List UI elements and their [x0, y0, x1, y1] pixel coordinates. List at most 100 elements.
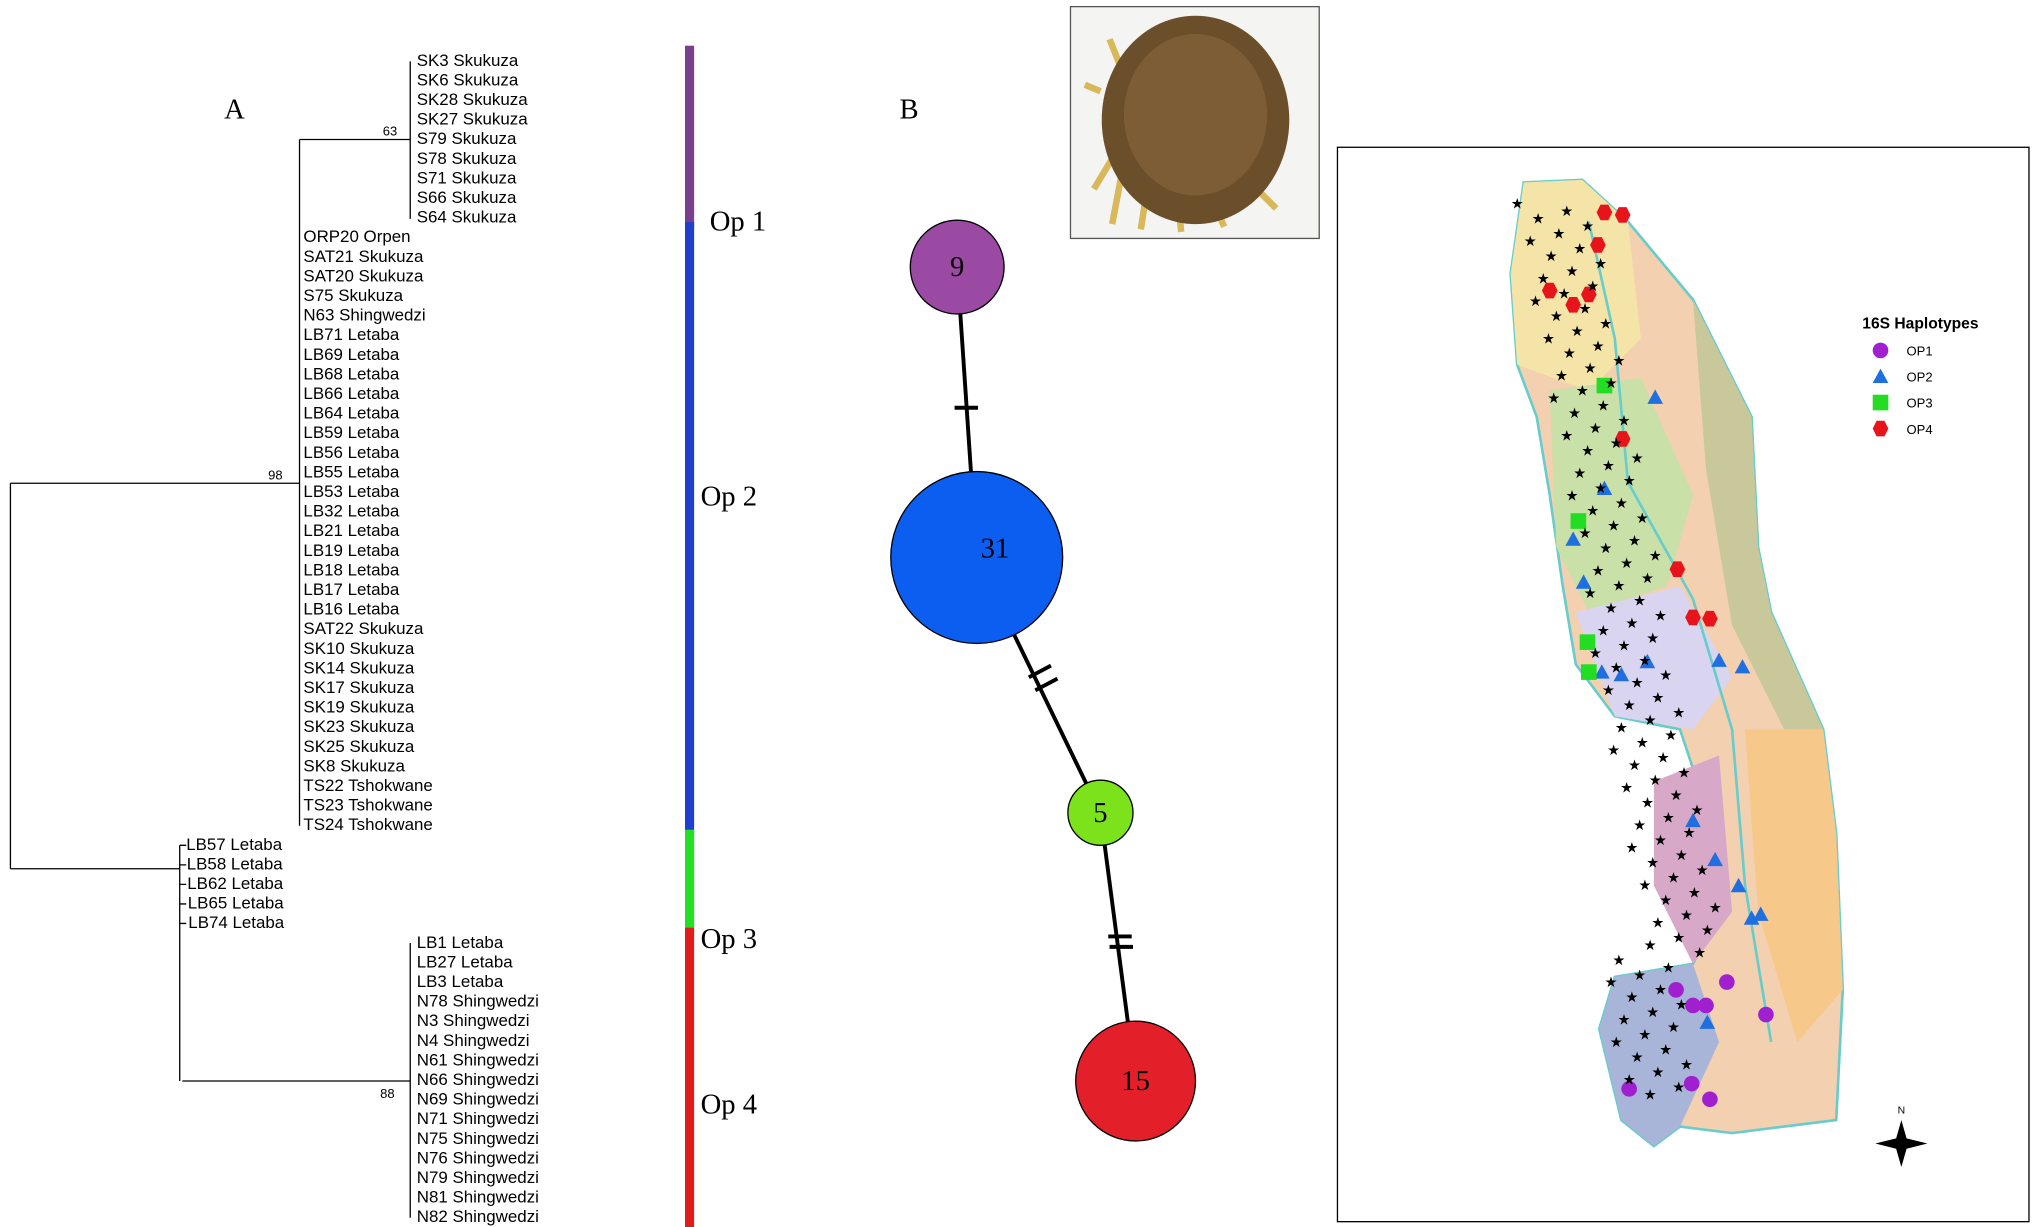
locality-star: ★	[1667, 1020, 1680, 1036]
locality-star: ★	[1646, 631, 1659, 647]
locality-star: ★	[1667, 870, 1680, 886]
locality-star: ★	[1693, 945, 1706, 961]
leaf-label: SK25 Skukuza	[303, 737, 414, 756]
locality-star: ★	[1610, 1035, 1623, 1051]
clade-label: Op 2	[701, 480, 757, 512]
locality-star: ★	[1602, 459, 1615, 475]
leaf-label: SK6 Skukuza	[417, 70, 519, 89]
leaf-label: S75 Skukuza	[303, 286, 403, 305]
locality-star: ★	[1552, 226, 1565, 242]
locality-star: ★	[1659, 668, 1672, 684]
legend-title: 16S Haplotypes	[1862, 315, 1979, 332]
locality-star: ★	[1584, 586, 1597, 602]
leaf-label: N71 Shingwedzi	[417, 1109, 539, 1128]
leaf-label: LB27 Letaba	[417, 952, 513, 971]
leaf-label: N78 Shingwedzi	[417, 992, 539, 1011]
leaf-label: SK3 Skukuza	[417, 51, 519, 70]
locality-star: ★	[1599, 541, 1612, 557]
legend-symbol	[1698, 998, 1714, 1014]
legend-label: OP3	[1907, 396, 1933, 411]
locality-star: ★	[1644, 1088, 1657, 1104]
leaf-label: N76 Shingwedzi	[417, 1148, 539, 1167]
leaf-label: LB69 Letaba	[303, 345, 399, 364]
leaf-label: SK27 Skukuza	[417, 110, 528, 129]
leaf-label: SK19 Skukuza	[303, 698, 414, 717]
locality-star: ★	[1545, 249, 1558, 265]
locality-star: ★	[1555, 369, 1568, 385]
haplotype-count: 15	[1121, 1065, 1150, 1097]
leaf-label: N81 Shingwedzi	[417, 1188, 539, 1207]
panel-label: A	[224, 94, 245, 126]
locality-star: ★	[1573, 241, 1586, 257]
locality-star: ★	[1610, 661, 1623, 677]
locality-star: ★	[1662, 960, 1675, 976]
locality-star: ★	[1560, 429, 1573, 445]
locality-star: ★	[1654, 833, 1667, 849]
locality-star: ★	[1628, 533, 1641, 549]
locality-star: ★	[1589, 421, 1602, 437]
locality-star: ★	[1641, 796, 1654, 812]
locality-star: ★	[1625, 990, 1638, 1006]
locality-star: ★	[1672, 706, 1685, 722]
leaf-label: LB16 Letaba	[303, 600, 399, 619]
locality-star: ★	[1672, 930, 1685, 946]
leaf-label: N61 Shingwedzi	[417, 1050, 539, 1069]
locality-star: ★	[1612, 354, 1625, 370]
leaf-label: S78 Skukuza	[417, 149, 517, 168]
leaf-label: S66 Skukuza	[417, 188, 517, 207]
haplotype-count: 9	[950, 251, 964, 283]
leaf-label: LB18 Letaba	[303, 560, 399, 579]
locality-star: ★	[1633, 818, 1646, 834]
locality-star: ★	[1709, 900, 1722, 916]
locality-star: ★	[1688, 885, 1701, 901]
locality-star: ★	[1654, 983, 1667, 999]
locality-star: ★	[1565, 264, 1578, 280]
legend-symbol	[1581, 664, 1597, 680]
locality-star: ★	[1584, 361, 1597, 377]
locality-star: ★	[1631, 676, 1644, 692]
locality-star: ★	[1638, 1028, 1651, 1044]
leaf-label: LB65 Letaba	[188, 894, 284, 913]
locality-star: ★	[1612, 578, 1625, 594]
locality-star: ★	[1651, 691, 1664, 707]
locality-star: ★	[1644, 938, 1657, 954]
leaf-label: N69 Shingwedzi	[417, 1090, 539, 1109]
leaf-label: LB1 Letaba	[417, 933, 504, 952]
locality-star: ★	[1633, 968, 1646, 984]
leaf-label: S79 Skukuza	[417, 129, 517, 148]
haplotype-count: 31	[981, 533, 1010, 565]
locality-star: ★	[1680, 908, 1693, 924]
locality-star: ★	[1664, 728, 1677, 744]
locality-star: ★	[1638, 878, 1651, 894]
clade-bar	[685, 46, 694, 229]
locality-star: ★	[1597, 623, 1610, 639]
locality-star: ★	[1638, 653, 1651, 669]
locality-star: ★	[1680, 1058, 1693, 1074]
locality-star: ★	[1586, 279, 1599, 295]
locality-star: ★	[1524, 234, 1537, 250]
locality-star: ★	[1701, 923, 1714, 939]
leaf-label: LB55 Letaba	[303, 462, 399, 481]
locality-star: ★	[1612, 953, 1625, 969]
leaf-label: LB56 Letaba	[303, 443, 399, 462]
leaf-label: TS24 Tshokwane	[303, 815, 432, 834]
leaf-label: N3 Shingwedzi	[417, 1011, 530, 1030]
locality-star: ★	[1563, 346, 1576, 362]
locality-star: ★	[1618, 1013, 1631, 1029]
leaf-label: LB58 Letaba	[187, 854, 283, 873]
leaf-label: LB3 Letaba	[417, 972, 504, 991]
locality-star: ★	[1628, 758, 1641, 774]
legend-symbol	[1668, 982, 1684, 998]
locality-star: ★	[1623, 1073, 1636, 1089]
locality-star: ★	[1690, 803, 1703, 819]
locality-star: ★	[1607, 743, 1620, 759]
locality-star: ★	[1591, 339, 1604, 355]
locality-star: ★	[1683, 825, 1696, 841]
legend-symbol	[1873, 343, 1889, 359]
leaf-label: LB66 Letaba	[303, 384, 399, 403]
leaf-label: LB19 Letaba	[303, 541, 399, 560]
locality-star: ★	[1529, 294, 1542, 310]
leaf-label: SAT20 Skukuza	[303, 266, 424, 285]
leaf-label: SAT21 Skukuza	[303, 247, 424, 266]
leaf-label: LB53 Letaba	[303, 482, 399, 501]
